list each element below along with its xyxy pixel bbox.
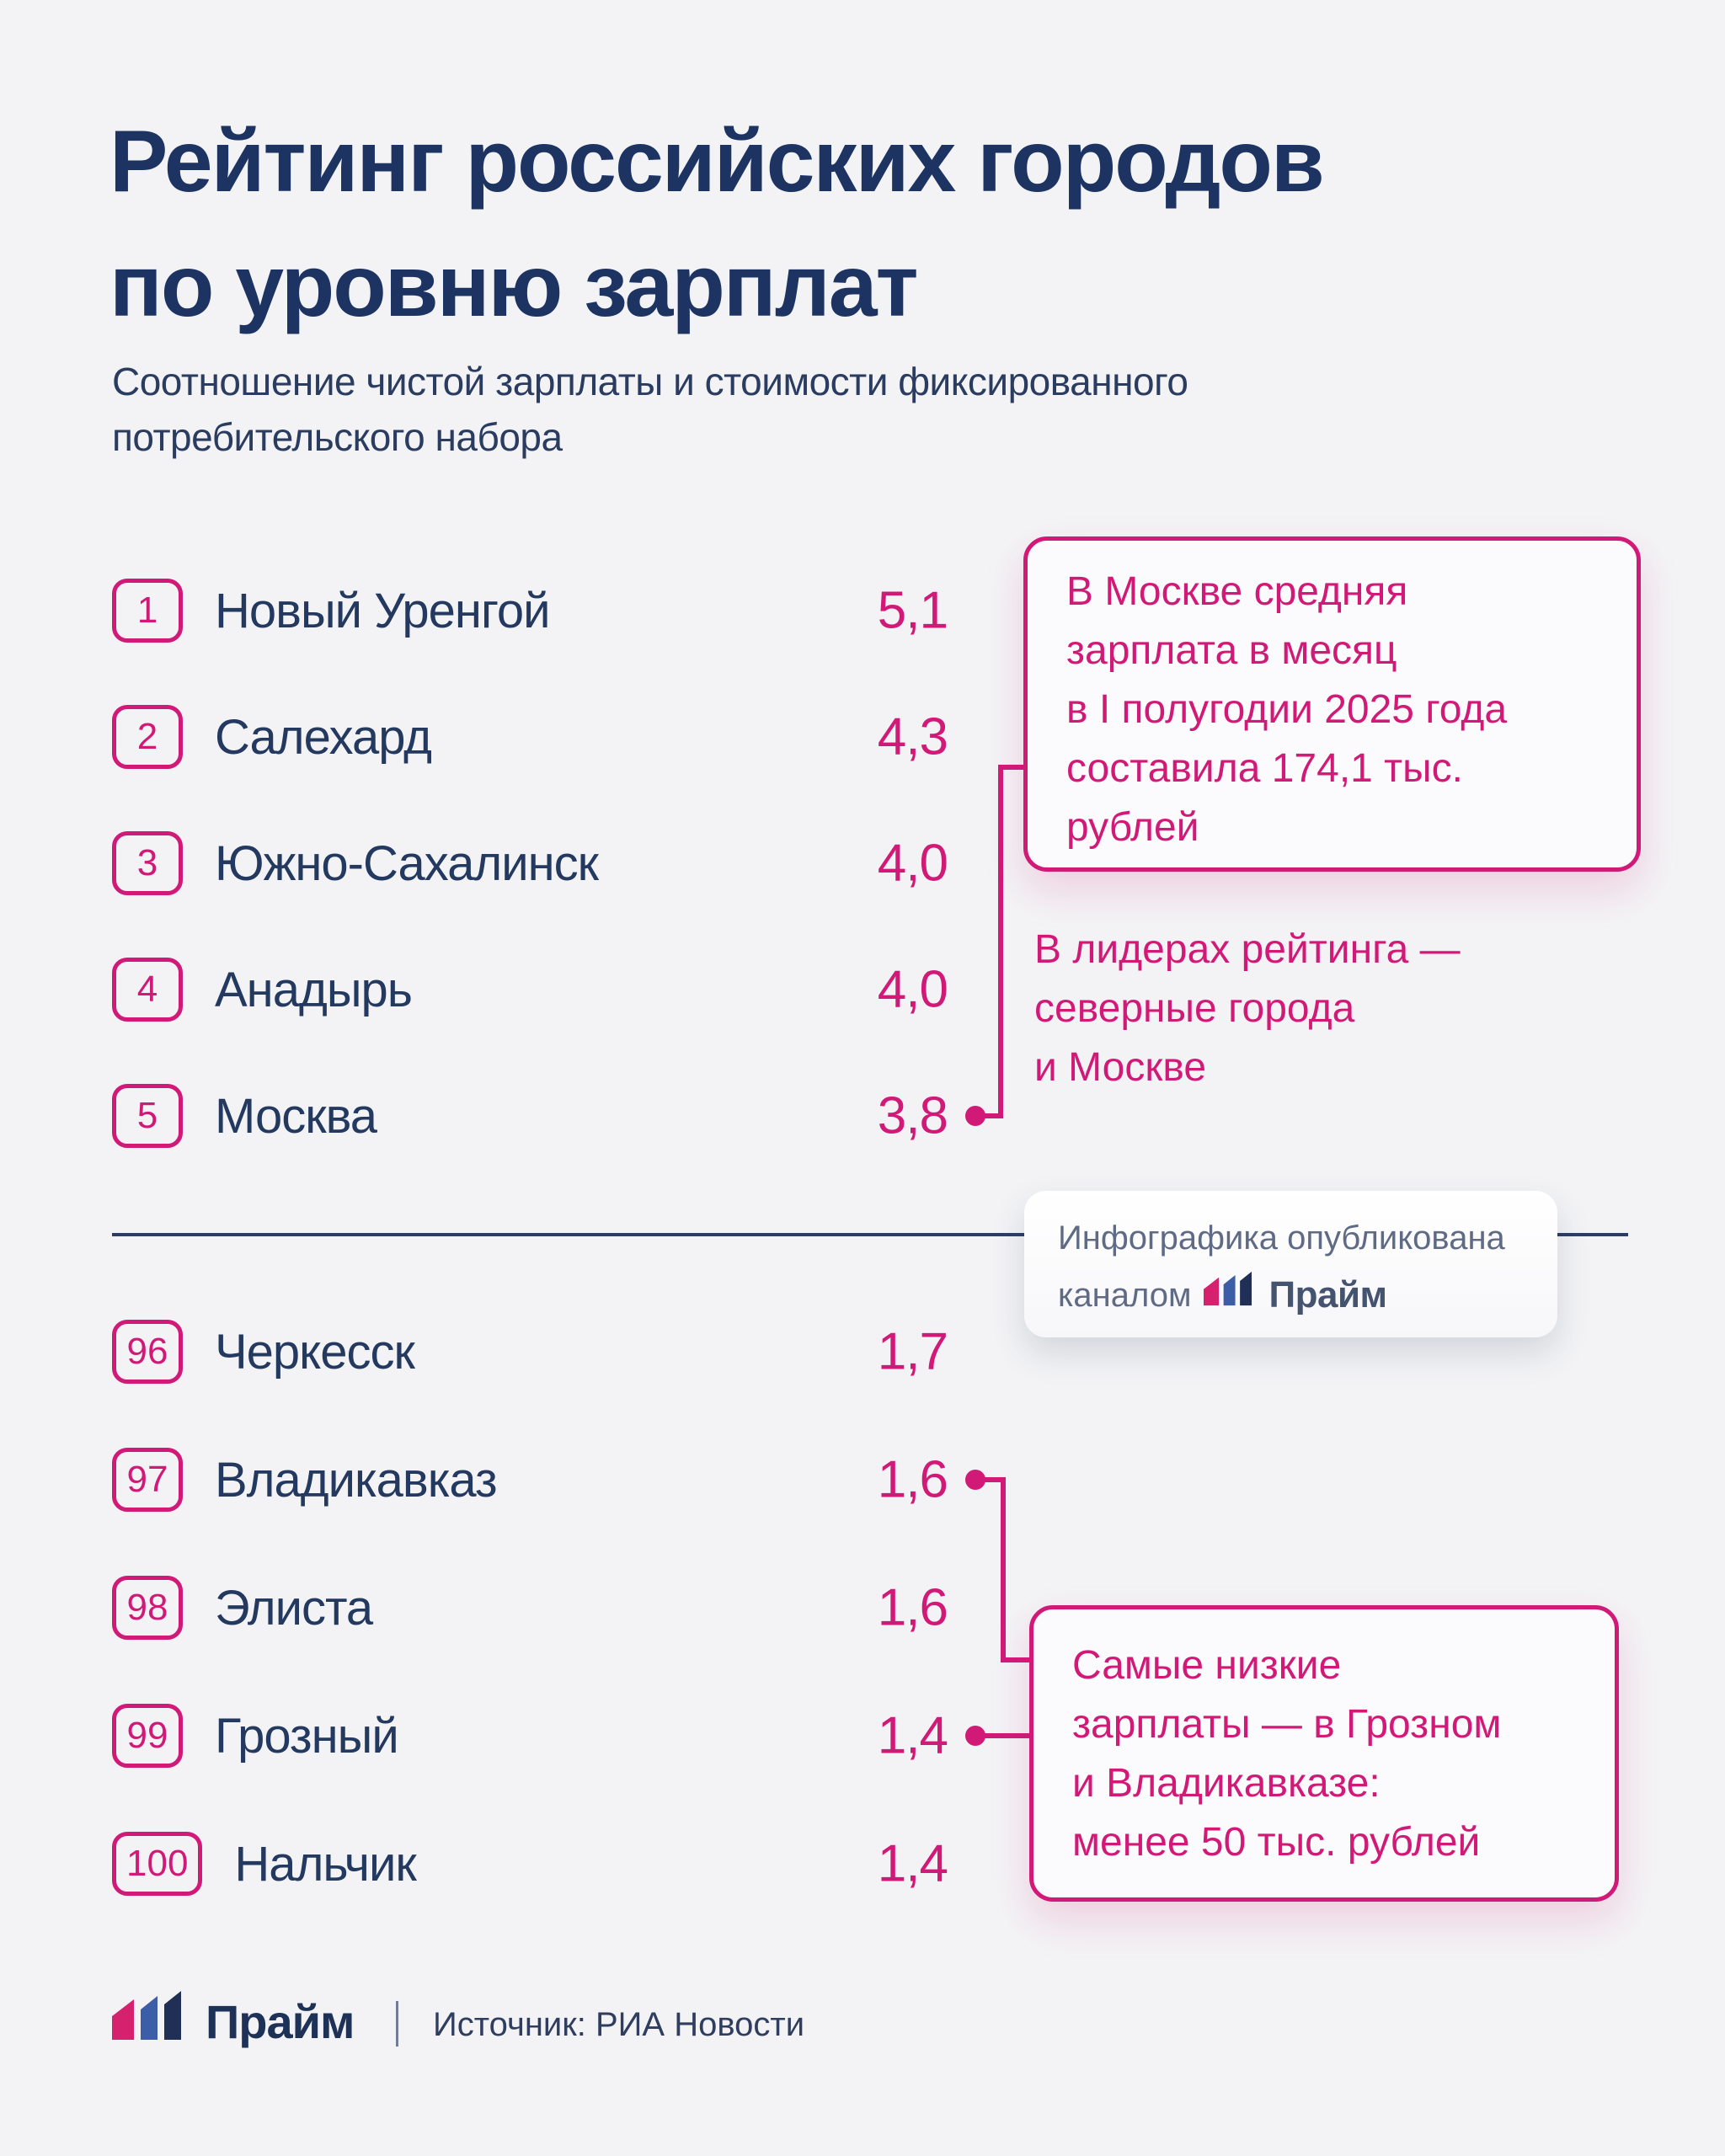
page-subtitle: Соотношение чистой зарплаты и стоимости … — [112, 354, 1188, 465]
footer-separator — [396, 2001, 398, 2047]
page-title: Рейтинг российских городов по уровню зар… — [109, 99, 1325, 349]
rank-number: 96 — [126, 1331, 168, 1372]
rank-badge: 97 — [112, 1448, 183, 1512]
ranking-row-100: 100 Нальчик 1,4 — [112, 1830, 948, 1897]
callout-lowest-line: и Владикавказе: — [1072, 1761, 1381, 1806]
city-label: Южно-Сахалинск — [215, 835, 599, 891]
rank-badge: 1 — [112, 579, 183, 643]
city-label: Анадырь — [215, 962, 413, 1017]
rank-number: 98 — [126, 1587, 168, 1628]
rank-badge: 96 — [112, 1320, 183, 1384]
ratio-value: 1,6 — [877, 1578, 948, 1637]
ratio-value: 1,6 — [877, 1450, 948, 1509]
rank-badge: 5 — [112, 1084, 183, 1148]
subtitle-line-1: Соотношение чистой зарплаты и стоимости … — [112, 360, 1188, 403]
ratio-value: 5,1 — [877, 581, 948, 640]
rank-number: 5 — [136, 1095, 158, 1136]
subtitle-line-2: потребительского набора — [112, 415, 563, 459]
connector-line — [975, 1733, 1031, 1738]
rank-number: 99 — [126, 1715, 168, 1756]
rank-badge: 98 — [112, 1576, 183, 1640]
callout-lowest-line: менее 50 тыс. рублей — [1072, 1820, 1481, 1865]
note-leaders: В лидерах рейтинга — северные города и М… — [1034, 921, 1461, 1097]
ratio-value: 1,4 — [877, 1834, 948, 1893]
rank-badge: 99 — [112, 1704, 183, 1768]
ratio-value: 4,0 — [877, 960, 948, 1019]
rank-badge: 3 — [112, 831, 183, 895]
rank-number: 100 — [126, 1843, 189, 1884]
callout-moscow-line: рублей — [1066, 805, 1199, 850]
rank-badge: 2 — [112, 705, 183, 769]
connector-line — [998, 765, 1003, 1118]
ratio-value: 1,4 — [877, 1706, 948, 1765]
callout-moscow-line: составила 174,1 тыс. — [1066, 746, 1463, 791]
connector-line — [975, 1113, 1003, 1118]
callout-moscow-line: В Москве средняя — [1066, 569, 1408, 614]
connector-line — [1001, 1477, 1006, 1662]
ratio-value: 3,8 — [877, 1086, 948, 1145]
rank-number: 2 — [136, 716, 158, 757]
city-label: Нальчик — [234, 1836, 416, 1892]
published-line-1: Инфографика опубликована — [1058, 1219, 1505, 1257]
published-line-2-prefix: каналом — [1058, 1276, 1192, 1314]
city-label: Черкесск — [215, 1324, 415, 1380]
city-label: Москва — [215, 1088, 377, 1144]
rank-badge: 4 — [112, 958, 183, 1022]
prime-logo-icon — [112, 1991, 190, 2044]
ranking-row-5: 5 Москва 3,8 — [112, 1082, 948, 1150]
prime-brand-label: Прайм — [1268, 1273, 1388, 1315]
callout-lowest: Самые низкие зарплаты — в Грозном и Влад… — [1029, 1605, 1619, 1902]
ranking-row-97: 97 Владикавказ 1,6 — [112, 1446, 948, 1513]
city-label: Владикавказ — [215, 1452, 498, 1508]
published-line-2: каналом Прайм — [1058, 1270, 1557, 1320]
callout-moscow-line: зарплата в месяц — [1066, 628, 1397, 673]
connector-line — [1001, 1657, 1031, 1662]
city-label: Салехард — [215, 709, 432, 765]
callout-moscow: В Москве средняя зарплата в месяц в I по… — [1023, 536, 1641, 872]
ranking-row-99: 99 Грозный 1,4 — [112, 1702, 948, 1769]
ranking-row-96: 96 Черкесск 1,7 — [112, 1318, 948, 1385]
ranking-row-4: 4 Анадырь 4,0 — [112, 956, 948, 1023]
rank-number: 97 — [126, 1459, 168, 1500]
ranking-row-98: 98 Элиста 1,6 — [112, 1574, 948, 1641]
rank-badge: 100 — [112, 1832, 203, 1896]
city-label: Новый Уренгой — [215, 583, 550, 638]
connector-line — [998, 765, 1028, 770]
ratio-value: 1,7 — [877, 1322, 948, 1381]
section-divider — [112, 1233, 1628, 1236]
connector-line — [975, 1477, 1006, 1482]
note-leaders-line: В лидерах рейтинга — — [1034, 927, 1461, 972]
title-line-1: Рейтинг российских городов — [109, 113, 1325, 211]
note-leaders-line: северные города — [1034, 986, 1355, 1031]
ranking-row-1: 1 Новый Уренгой 5,1 — [112, 577, 948, 644]
title-line-2: по уровню зарплат — [109, 237, 919, 335]
callout-moscow-line: в I полугодии 2025 года — [1066, 687, 1508, 732]
published-card: Инфографика опубликована каналом Прайм — [1024, 1191, 1557, 1337]
note-leaders-line: и Москве — [1034, 1045, 1207, 1090]
ranking-row-3: 3 Южно-Сахалинск 4,0 — [112, 830, 948, 897]
callout-lowest-line: зарплаты — в Грозном — [1072, 1702, 1502, 1747]
city-label: Грозный — [215, 1708, 399, 1764]
rank-number: 4 — [136, 969, 158, 1010]
ranking-row-2: 2 Салехард 4,3 — [112, 703, 948, 771]
callout-lowest-line: Самые низкие — [1072, 1643, 1342, 1688]
city-label: Элиста — [215, 1580, 373, 1636]
footer-brand-label: Прайм — [206, 1995, 355, 2048]
ratio-value: 4,0 — [877, 834, 948, 893]
prime-logo-icon — [1203, 1270, 1258, 1320]
rank-number: 3 — [136, 842, 158, 883]
ratio-value: 4,3 — [877, 707, 948, 766]
source-label: Источник: РИА Новости — [433, 2006, 805, 2043]
rank-number: 1 — [136, 590, 158, 631]
